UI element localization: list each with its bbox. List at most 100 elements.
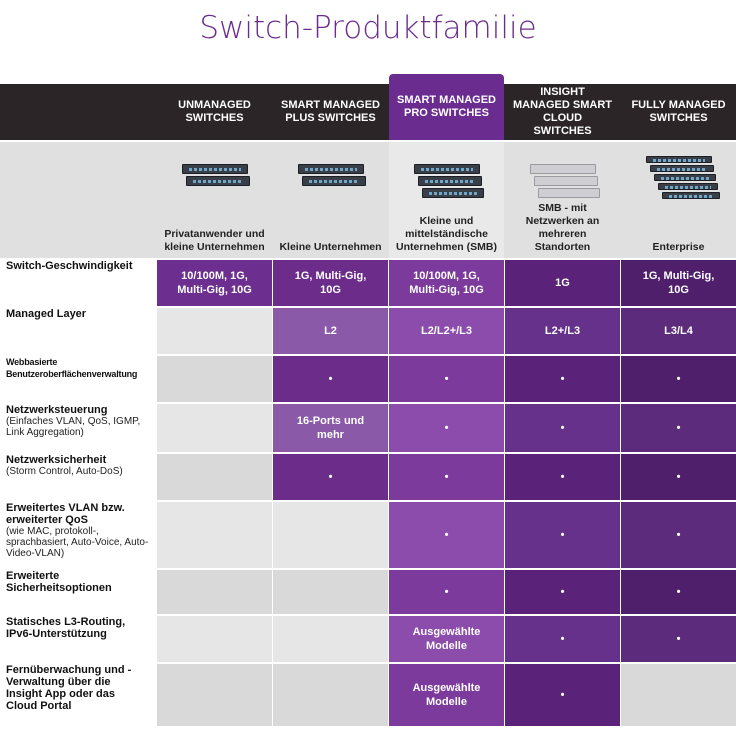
- cell: •: [621, 616, 736, 662]
- empty-cell: [273, 664, 388, 726]
- row-label: Statisches L3-Routing, IPv6-Unterstützun…: [0, 616, 155, 662]
- cell: •: [389, 502, 504, 568]
- row-label-text: Webbasierte Benutzeroberflächenverwaltun…: [6, 357, 138, 379]
- cell: L2+/L3: [505, 308, 620, 354]
- switch-ports: [424, 180, 475, 183]
- column-image-bg: [389, 142, 504, 258]
- row-label: Netzwerksicherheit (Storm Control, Auto-D…: [0, 454, 155, 500]
- switch-icon: [657, 183, 718, 190]
- row-label-text: Switch-Geschwindigkeit: [6, 260, 133, 272]
- empty-cell: [157, 570, 272, 614]
- cell: L2: [273, 308, 388, 354]
- switch-icon: [181, 164, 248, 174]
- switch-icon: [417, 176, 482, 186]
- column-header: INSIGHT MANAGED SMART CLOUD SWITCHES: [505, 84, 620, 140]
- row-label: Fernüberwachung und -Verwaltung über die…: [0, 664, 155, 726]
- switch-ports: [304, 168, 357, 171]
- empty-cell: [157, 664, 272, 726]
- cell: •: [505, 454, 620, 500]
- switch-icon: [661, 192, 720, 199]
- cell: •: [505, 570, 620, 614]
- switch-icon: [645, 156, 712, 163]
- switch-ports: [428, 192, 477, 195]
- row-label: Managed Layer: [0, 308, 155, 354]
- row-label: Netzwerksteuerung (Einfaches VLAN, QoS, I…: [0, 404, 155, 452]
- switch-icon: [653, 174, 716, 181]
- cell: •: [389, 570, 504, 614]
- row-label: Erweiterte Sicherheitsoptionen: [0, 570, 155, 614]
- cell: •: [389, 356, 504, 402]
- cell: •: [621, 502, 736, 568]
- cell: •: [273, 454, 388, 500]
- cell: Ausgewählte Modelle: [389, 664, 504, 726]
- row-label-text: Statisches L3-Routing, IPv6-Unterstützun…: [6, 616, 126, 640]
- column-subtitle: Kleine und mittelständische Unternehmen …: [396, 215, 497, 253]
- empty-cell: [157, 404, 272, 452]
- switch-ports: [308, 180, 359, 183]
- switch-ports: [664, 185, 711, 189]
- cell: •: [621, 454, 736, 500]
- cell: Ausgewählte Modelle: [389, 616, 504, 662]
- empty-cell: [157, 454, 272, 500]
- image-band: [0, 142, 736, 258]
- switch-icon: [649, 165, 714, 172]
- switch-ports: [192, 180, 243, 183]
- switch-icon: [297, 164, 364, 174]
- cell: •: [505, 616, 620, 662]
- column-subtitle: Enterprise: [652, 241, 705, 253]
- switch-icon: [537, 188, 600, 198]
- switch-ports: [668, 194, 713, 198]
- cell: 10/100M, 1G, Multi-Gig, 10G: [157, 260, 272, 306]
- cell: •: [621, 356, 736, 402]
- row-label: Webbasierte Benutzeroberflächenverwaltun…: [0, 356, 155, 402]
- cell: •: [621, 404, 736, 452]
- switch-ports: [652, 158, 705, 162]
- row-label: Switch-Geschwindigkeit: [0, 260, 155, 306]
- row-label-text: Erweiterte Sicherheitsoptionen: [6, 570, 112, 594]
- cell: •: [505, 404, 620, 452]
- empty-cell: [157, 502, 272, 568]
- row-sublabel: (Einfaches VLAN, QoS, IGMP, Link Aggrega…: [6, 416, 141, 438]
- empty-cell: [157, 308, 272, 354]
- switch-icon: [529, 164, 596, 174]
- cell: L2/L2+/L3: [389, 308, 504, 354]
- empty-cell: [157, 616, 272, 662]
- cell: 16-Ports und mehr: [273, 404, 388, 452]
- row-label-text: Netzwerksteuerung: [6, 404, 108, 416]
- cell: •: [505, 356, 620, 402]
- cell: 1G, Multi-Gig, 10G: [621, 260, 736, 306]
- row-label-text: Managed Layer: [6, 308, 87, 320]
- empty-cell: [273, 502, 388, 568]
- row-label-text: Netzwerksicherheit: [6, 454, 107, 466]
- cell: 1G, Multi-Gig, 10G: [273, 260, 388, 306]
- cell: •: [621, 570, 736, 614]
- switch-icon: [301, 176, 366, 186]
- row-sublabel: (wie MAC, protokoll-, sprachbasiert, Aut…: [6, 526, 149, 559]
- switch-ports: [188, 168, 241, 171]
- cell: 10/100M, 1G, Multi-Gig, 10G: [389, 260, 504, 306]
- cell: •: [389, 454, 504, 500]
- column-subtitle: Kleine Unternehmen: [279, 241, 382, 253]
- switch-icon: [413, 164, 480, 174]
- column-subtitle: SMB - mit Netzwerken an mehreren Standor…: [525, 202, 600, 253]
- empty-cell: [273, 616, 388, 662]
- column-header: UNMANAGED SWITCHES: [157, 84, 272, 140]
- switch-ports: [420, 168, 473, 171]
- column-subtitle: Privatanwender und kleine Unternehmen: [164, 228, 265, 253]
- empty-cell: [157, 356, 272, 402]
- column-header: SMART MANAGED PLUS SWITCHES: [273, 84, 388, 140]
- cell: •: [505, 664, 620, 726]
- row-label-text: Fernüberwachung und -Verwaltung über die…: [6, 664, 132, 712]
- cell: 1G: [505, 260, 620, 306]
- cell: •: [389, 404, 504, 452]
- page-title: Switch-Produktfamilie: [199, 10, 537, 46]
- empty-cell: [273, 570, 388, 614]
- cell: L3/L4: [621, 308, 736, 354]
- switch-icon: [533, 176, 598, 186]
- column-header: SMART MANAGED PRO SWITCHES: [389, 74, 504, 140]
- cell: •: [273, 356, 388, 402]
- row-label: Erweitertes VLAN bzw. erweiterter QoS (wi…: [0, 502, 155, 568]
- switch-ports: [660, 176, 709, 180]
- cell: •: [505, 502, 620, 568]
